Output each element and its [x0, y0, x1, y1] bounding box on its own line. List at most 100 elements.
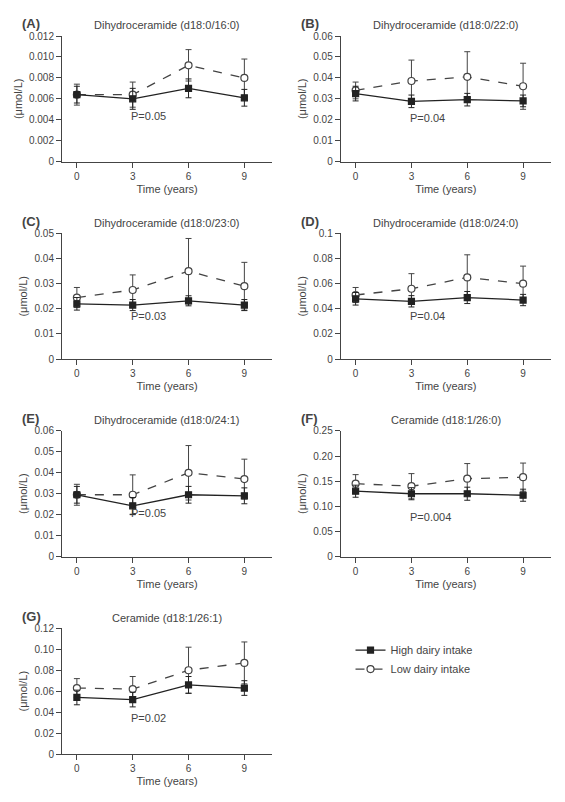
svg-text:0.12: 0.12	[35, 623, 55, 634]
svg-text:Time (years): Time (years)	[136, 578, 197, 590]
svg-text:0.10: 0.10	[313, 501, 333, 512]
svg-text:6: 6	[186, 566, 192, 577]
svg-text:(B): (B)	[301, 16, 319, 31]
svg-text:0.01: 0.01	[313, 135, 333, 146]
svg-text:3: 3	[409, 171, 415, 182]
svg-text:(μmol/L): (μmol/L)	[17, 276, 29, 317]
svg-text:6: 6	[186, 171, 192, 182]
svg-text:Ceramide (d18:1/26:0): Ceramide (d18:1/26:0)	[391, 414, 501, 426]
svg-text:0.02: 0.02	[35, 728, 55, 739]
svg-text:Dihydroceramide (d18:0/16:0): Dihydroceramide (d18:0/16:0)	[94, 19, 240, 31]
svg-text:(A): (A)	[22, 16, 40, 31]
svg-text:0.03: 0.03	[313, 93, 333, 104]
svg-text:(G): (G)	[22, 609, 41, 624]
svg-text:0: 0	[48, 749, 54, 760]
svg-text:6: 6	[186, 368, 192, 379]
svg-text:9: 9	[242, 566, 248, 577]
svg-text:0.10: 0.10	[35, 644, 55, 655]
svg-text:Time (years): Time (years)	[136, 183, 197, 195]
svg-text:0: 0	[327, 551, 333, 562]
svg-text:0.04: 0.04	[35, 253, 55, 264]
svg-text:0.02: 0.02	[313, 328, 333, 339]
svg-text:0: 0	[353, 171, 359, 182]
svg-text:Ceramide (d18:1/26:1): Ceramide (d18:1/26:1)	[112, 612, 222, 624]
svg-text:0.05: 0.05	[35, 228, 55, 239]
svg-text:0: 0	[353, 368, 359, 379]
svg-text:Time (years): Time (years)	[136, 775, 197, 787]
svg-text:0: 0	[74, 566, 80, 577]
svg-text:0.20: 0.20	[313, 451, 333, 462]
svg-text:0: 0	[74, 171, 80, 182]
svg-text:0.05: 0.05	[35, 446, 55, 457]
svg-text:P=0.04: P=0.04	[410, 112, 445, 124]
svg-text:0.02: 0.02	[313, 114, 333, 125]
svg-text:(μmol/L): (μmol/L)	[12, 79, 24, 120]
svg-text:9: 9	[242, 171, 248, 182]
svg-text:0.06: 0.06	[313, 31, 333, 42]
svg-text:0.08: 0.08	[313, 253, 333, 264]
svg-text:3: 3	[409, 368, 415, 379]
svg-text:P=0.05: P=0.05	[131, 507, 166, 519]
svg-text:Dihydroceramide (d18:0/24:1): Dihydroceramide (d18:0/24:1)	[94, 414, 240, 426]
svg-text:3: 3	[409, 566, 415, 577]
svg-text:Dihydroceramide (d18:0/24:0): Dihydroceramide (d18:0/24:0)	[373, 217, 519, 229]
svg-text:(μmol/L): (μmol/L)	[296, 473, 308, 514]
svg-text:0: 0	[74, 368, 80, 379]
svg-text:3: 3	[130, 566, 136, 577]
svg-text:P=0.02: P=0.02	[131, 712, 166, 724]
svg-text:0.1: 0.1	[319, 228, 333, 239]
svg-text:(μmol/L): (μmol/L)	[17, 671, 29, 712]
svg-text:9: 9	[520, 566, 526, 577]
svg-text:0.08: 0.08	[35, 665, 55, 676]
svg-text:0.002: 0.002	[29, 135, 54, 146]
svg-text:Low dairy intake: Low dairy intake	[391, 663, 471, 675]
svg-text:0.004: 0.004	[29, 114, 54, 125]
svg-text:0: 0	[327, 156, 333, 167]
svg-text:Time (years): Time (years)	[415, 380, 476, 392]
svg-text:Dihydroceramide (d18:0/22:0): Dihydroceramide (d18:0/22:0)	[373, 19, 519, 31]
svg-text:0.03: 0.03	[35, 278, 55, 289]
svg-text:6: 6	[464, 368, 470, 379]
svg-text:0.01: 0.01	[35, 530, 55, 541]
svg-text:3: 3	[130, 171, 136, 182]
svg-text:0.04: 0.04	[313, 303, 333, 314]
svg-text:0.04: 0.04	[35, 707, 55, 718]
svg-text:Time (years): Time (years)	[136, 380, 197, 392]
svg-text:9: 9	[520, 368, 526, 379]
svg-text:6: 6	[464, 566, 470, 577]
svg-text:0: 0	[327, 354, 333, 365]
svg-text:0.012: 0.012	[29, 31, 54, 42]
svg-text:6: 6	[186, 763, 192, 774]
svg-text:0.04: 0.04	[313, 72, 333, 83]
svg-text:0: 0	[48, 354, 54, 365]
svg-text:0.01: 0.01	[35, 328, 55, 339]
svg-text:6: 6	[464, 171, 470, 182]
svg-text:0.010: 0.010	[29, 51, 54, 62]
svg-text:Time (years): Time (years)	[415, 183, 476, 195]
svg-text:0.02: 0.02	[35, 303, 55, 314]
svg-text:P=0.05: P=0.05	[131, 110, 166, 122]
svg-text:0: 0	[48, 156, 54, 167]
svg-text:0.008: 0.008	[29, 72, 54, 83]
svg-text:0.05: 0.05	[313, 526, 333, 537]
svg-text:0.03: 0.03	[35, 488, 55, 499]
svg-text:9: 9	[520, 171, 526, 182]
svg-text:0.25: 0.25	[313, 425, 333, 436]
svg-text:0.04: 0.04	[35, 467, 55, 478]
svg-text:Dihydroceramide (d18:0/23:0): Dihydroceramide (d18:0/23:0)	[94, 217, 240, 229]
svg-text:(D): (D)	[301, 214, 319, 229]
svg-text:(μmol/L): (μmol/L)	[296, 79, 308, 120]
svg-text:P=0.03: P=0.03	[131, 310, 166, 322]
svg-text:0.15: 0.15	[313, 476, 333, 487]
svg-text:9: 9	[242, 763, 248, 774]
svg-text:0: 0	[48, 551, 54, 562]
svg-text:0: 0	[353, 566, 359, 577]
svg-text:(μmol/L): (μmol/L)	[17, 473, 29, 514]
svg-text:Time (years): Time (years)	[415, 578, 476, 590]
svg-text:0.06: 0.06	[313, 278, 333, 289]
svg-text:0.05: 0.05	[313, 51, 333, 62]
svg-text:0.006: 0.006	[29, 93, 54, 104]
svg-text:(E): (E)	[22, 411, 39, 426]
svg-text:(F): (F)	[301, 411, 318, 426]
svg-text:3: 3	[130, 763, 136, 774]
